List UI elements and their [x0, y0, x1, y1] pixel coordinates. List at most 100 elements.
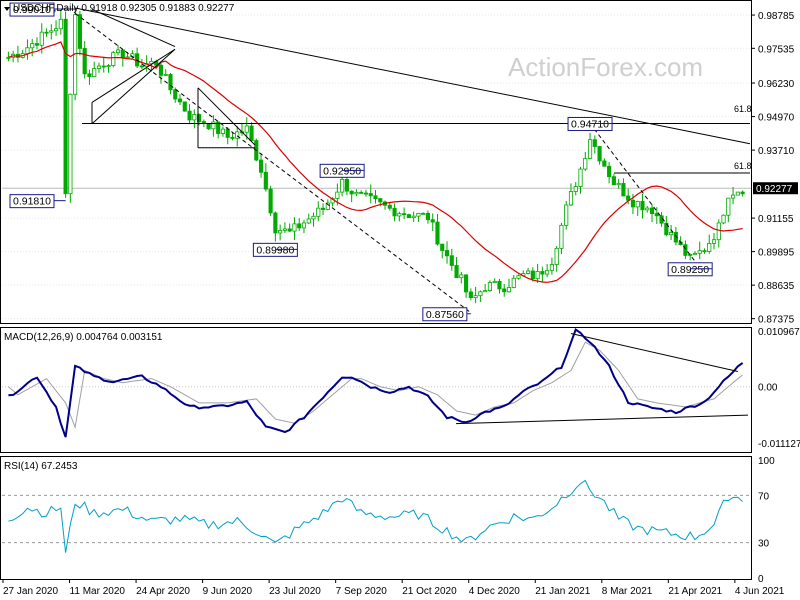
rsi-line: [8, 479, 743, 553]
triangle-top-leg: [91, 8, 176, 48]
candle-body: [187, 110, 192, 121]
candle-body: [373, 195, 378, 200]
price-label-text: 0.89250: [671, 264, 709, 276]
candle-body: [344, 178, 349, 192]
date-tick-label: 11 Mar 2020: [70, 586, 126, 597]
candle-body: [115, 49, 121, 54]
candle-body: [368, 193, 373, 197]
candle-body: [197, 114, 202, 122]
candle-body: [92, 68, 97, 78]
candle-body: [220, 128, 226, 134]
candle-body: [511, 277, 516, 288]
candle-body: [673, 232, 678, 243]
date-tick-label: 21 Oct 2020: [402, 586, 457, 597]
candle-body: [402, 213, 407, 216]
candle-body: [182, 101, 187, 112]
candle-body: [354, 192, 359, 195]
rsi-tick-label: 0: [758, 574, 764, 585]
candle-body: [454, 265, 459, 279]
candle-body: [416, 212, 421, 217]
candle-body: [77, 14, 82, 49]
candle-body: [597, 146, 602, 162]
candle-body: [473, 295, 478, 298]
candle-body: [602, 160, 607, 167]
price-label: 0.87560: [422, 307, 471, 322]
candle-body: [540, 271, 545, 275]
candle-body: [335, 191, 340, 199]
candle-body: [502, 288, 507, 293]
rsi-plot: 100 70 30 0: [2, 456, 775, 585]
candle-body: [206, 123, 211, 130]
candle-body: [497, 280, 502, 290]
macd-signal-line: [8, 341, 743, 430]
candle-body: [173, 89, 178, 100]
candle-body: [430, 219, 435, 223]
rsi-tick-label: 100: [758, 456, 775, 467]
candle-body: [444, 250, 450, 257]
current-price-box: [753, 182, 798, 195]
candle-body: [177, 98, 183, 103]
date-tick-label: 21 Apr 2021: [668, 586, 722, 597]
price-label: 0.92950: [319, 163, 365, 178]
candle-body: [440, 243, 445, 251]
price-tick-label: 0.88635: [758, 281, 795, 292]
date-tick-label: 8 Mar 2021: [602, 586, 653, 597]
candle-body: [25, 47, 30, 55]
candle-body: [506, 287, 512, 293]
candle-body: [30, 43, 35, 49]
candle-body: [297, 223, 302, 229]
price-label: 0.94710: [567, 116, 613, 131]
candle-body: [583, 157, 588, 170]
candle-body: [168, 74, 173, 91]
candle-body: [259, 159, 264, 173]
price-label-text: 0.91810: [13, 196, 51, 208]
trendlines: [74, 7, 751, 314]
candle-body: [68, 93, 73, 195]
candle-body: [616, 183, 621, 186]
price-label: 0.89980: [252, 242, 298, 257]
candle-body: [716, 222, 721, 241]
candle-body: [573, 186, 578, 192]
candle-body: [592, 139, 597, 147]
candle-body: [211, 121, 216, 130]
candle-body: [106, 65, 111, 68]
price-label: 0.91810: [9, 194, 66, 209]
candle-body: [483, 290, 488, 293]
candle-body: [726, 197, 731, 216]
candle-body: [340, 178, 345, 193]
candle-body: [387, 204, 392, 209]
date-axis: 27 Jan 2020 11 Mar 2020 24 Apr 2020 9 Jun 2…: [2, 579, 785, 597]
candle-body: [459, 274, 464, 279]
price-tick-label: 0.89895: [758, 248, 795, 259]
fib-label: 61.8: [734, 104, 752, 114]
candle-body: [635, 201, 640, 208]
candle-body: [359, 192, 364, 194]
candle-body: [425, 212, 431, 221]
candle-body: [282, 228, 287, 231]
candle-body: [58, 18, 63, 30]
candle-body: [669, 232, 674, 236]
candle-body: [158, 64, 164, 76]
candle-body: [292, 223, 297, 232]
candle-body: [63, 18, 68, 195]
candle-body: [397, 213, 402, 217]
candle-body: [683, 244, 688, 256]
candle-body: [87, 73, 92, 78]
date-tick-label: 27 Jan 2020: [3, 586, 58, 597]
price-label: 0.99010: [9, 2, 76, 17]
date-tick-label: 7 Sep 2020: [336, 586, 388, 597]
candle-body: [578, 168, 583, 187]
candle-body: [53, 28, 59, 32]
candle-body: [230, 137, 235, 139]
price-axis: 0.98785 0.97535 0.96230 0.94970 0.93710 0.922…: [751, 11, 798, 326]
candle-body: [82, 48, 87, 75]
candle-body: [468, 291, 473, 298]
candle-body: [735, 191, 740, 196]
date-tick-label: 21 Jan 2021: [535, 586, 590, 597]
date-tick-label: 4 Dec 2020: [469, 586, 521, 597]
candle-body: [707, 243, 712, 252]
fib-label: 61.8: [734, 161, 752, 171]
price-tick-label: 0.93710: [758, 146, 795, 157]
candle-body: [44, 31, 49, 34]
